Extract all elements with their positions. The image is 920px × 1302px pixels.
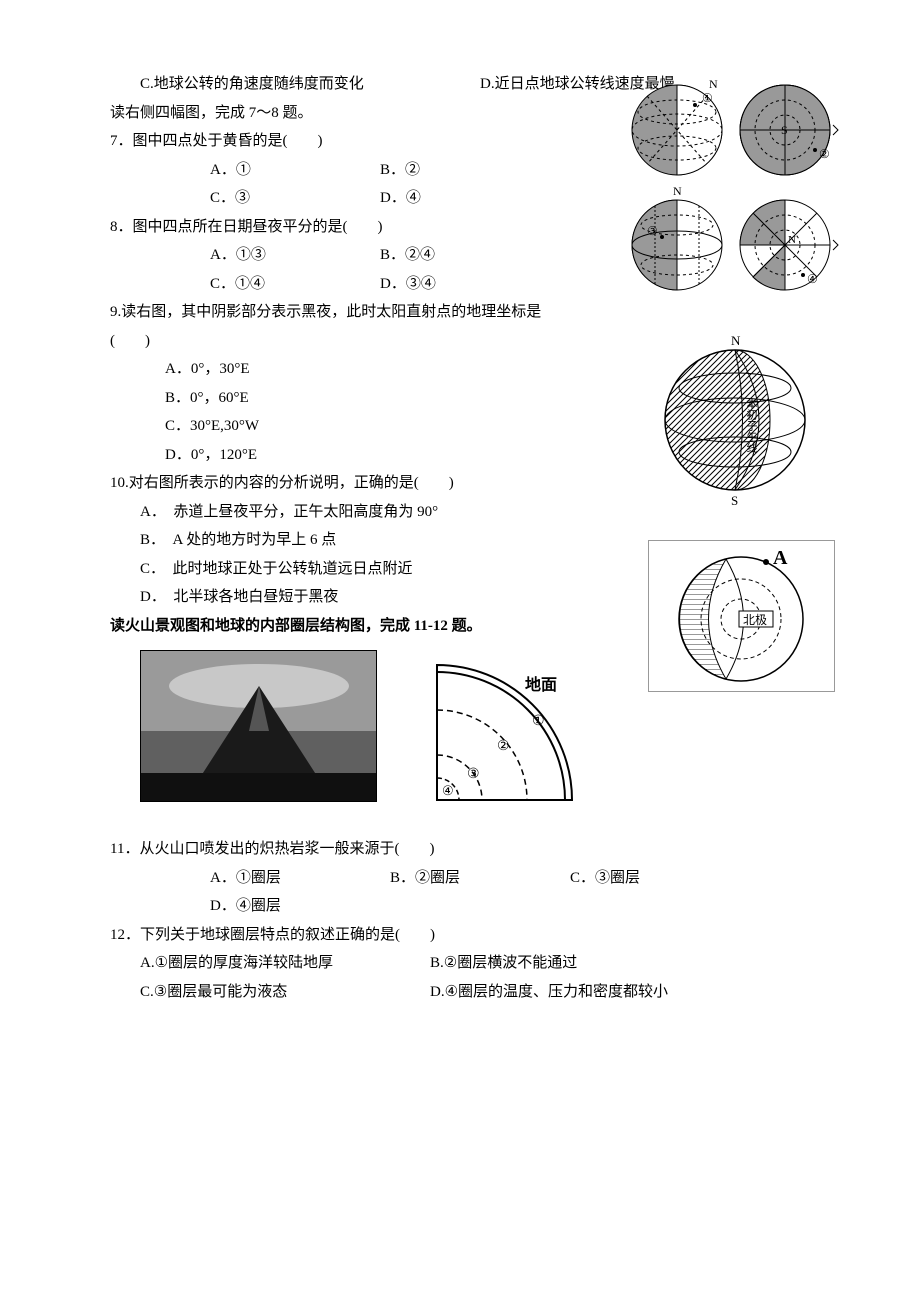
earth-layers-diagram: 地面 ① ② ③ ④ (417, 650, 662, 810)
svg-text:①: ① (702, 91, 713, 105)
q8-option-a: A．①③ (210, 241, 380, 270)
q12-option-d: D.④圈层的温度、压力和密度都较小 (430, 978, 668, 1007)
four-globes-diagram: ① N S ② (625, 75, 840, 305)
q7-option-c: C．③ (210, 184, 380, 213)
q7-option-d: D．④ (380, 184, 550, 213)
svg-text:S: S (781, 123, 788, 137)
q12-stem: 12．下列关于地球圈层特点的叙述正确的是( ) (110, 921, 820, 950)
q7-option-a: A．① (210, 156, 380, 185)
night-shadow-globe: N S 本初子午线 (640, 335, 835, 505)
svg-text:本初子午线: 本初子午线 (745, 397, 758, 453)
svg-text:③: ③ (467, 767, 480, 782)
svg-text:②: ② (819, 147, 830, 161)
option-c: C.地球公转的角速度随纬度而变化 (140, 70, 480, 99)
north-pole-diagram: A 北极 (648, 540, 835, 692)
q11-option-b: B．②圈层 (390, 864, 570, 893)
svg-text:N: N (788, 234, 796, 246)
svg-text:地面: 地面 (525, 675, 557, 694)
q8-option-c: C．①④ (210, 270, 380, 299)
q8-option-d: D．③④ (380, 270, 550, 299)
svg-text:④: ④ (807, 272, 818, 286)
svg-text:④: ④ (442, 783, 454, 798)
svg-text:③: ③ (647, 224, 658, 238)
svg-text:N: N (673, 184, 682, 198)
svg-text:N: N (731, 335, 741, 348)
svg-text:S: S (731, 493, 738, 505)
q11-stem: 11．从火山口喷发出的炽热岩浆一般来源于( ) (110, 835, 820, 864)
q11-option-d: D．④圈层 (210, 892, 390, 921)
svg-text:A: A (773, 547, 788, 569)
svg-text:②: ② (497, 739, 510, 754)
q12-option-b: B.②圈层横波不能通过 (430, 949, 577, 978)
q7-option-b: B．② (380, 156, 550, 185)
q8-option-b: B．②④ (380, 241, 550, 270)
q11-option-a: A．①圈层 (210, 864, 390, 893)
svg-text:北极: 北极 (743, 613, 767, 627)
q12-option-c: C.③圈层最可能为液态 (140, 978, 430, 1007)
q12-option-a: A.①圈层的厚度海洋较陆地厚 (140, 949, 430, 978)
svg-text:①: ① (532, 714, 545, 729)
q11-option-c: C．③圈层 (570, 864, 750, 893)
volcano-photo (140, 650, 377, 802)
svg-text:N: N (709, 77, 718, 91)
